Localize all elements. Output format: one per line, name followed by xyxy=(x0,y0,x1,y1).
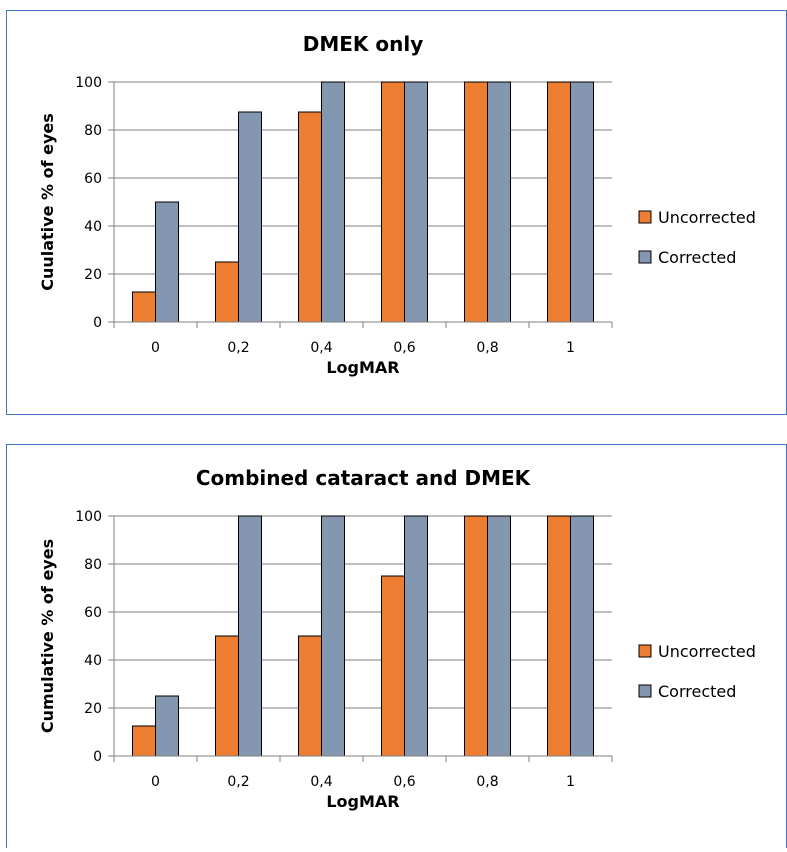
bar-corrected-5 xyxy=(570,81,594,323)
x-tick-label: 0,8 xyxy=(476,774,498,790)
x-tick-label: 0,4 xyxy=(310,340,332,356)
bar-uncorrected-3 xyxy=(381,575,405,757)
y-axis-title: Cuulative % of eyes xyxy=(38,113,57,291)
bar-corrected-2 xyxy=(321,81,345,323)
y-tick-label: 80 xyxy=(84,123,102,139)
bar-uncorrected-0 xyxy=(132,725,156,757)
bar-corrected-0 xyxy=(155,695,179,757)
x-tick-label: 0,2 xyxy=(227,774,249,790)
y-axis-title: Cumulative % of eyes xyxy=(38,539,57,733)
x-tick-label: 0,2 xyxy=(227,340,249,356)
x-tick-label: 0 xyxy=(151,774,160,790)
legend-swatch-uncorrected xyxy=(638,644,652,658)
legend-swatch-corrected xyxy=(638,250,652,264)
x-tick-label: 0 xyxy=(151,340,160,356)
bar-uncorrected-5 xyxy=(547,515,571,757)
x-axis-title: LogMAR xyxy=(326,358,399,377)
y-tick-label: 40 xyxy=(84,653,102,669)
chart-dmek-only: DMEK only 0 20 40 60 80 100 0 0,2 0,4 0,6 0,8 1 LogMA… xyxy=(38,32,756,377)
bar-uncorrected-2 xyxy=(298,111,322,323)
bar-uncorrected-0 xyxy=(132,291,156,323)
x-tick-label: 0,4 xyxy=(310,774,332,790)
bar-corrected-2 xyxy=(321,515,345,757)
legend-label-corrected: Corrected xyxy=(658,682,736,701)
bar-corrected-3 xyxy=(404,81,428,323)
legend-swatch-uncorrected xyxy=(638,210,652,224)
y-tick-label: 0 xyxy=(93,315,102,331)
legend-label-uncorrected: Uncorrected xyxy=(658,208,756,227)
y-tick-label: 60 xyxy=(84,605,102,621)
bar-corrected-1 xyxy=(238,111,262,323)
x-tick-label: 0,6 xyxy=(393,774,415,790)
bar-uncorrected-4 xyxy=(464,515,488,757)
y-tick-label: 100 xyxy=(75,509,102,525)
legend-swatch-corrected xyxy=(638,684,652,698)
bar-corrected-5 xyxy=(570,515,594,757)
bar-corrected-4 xyxy=(487,515,511,757)
chart-combined-cataract-dmek: Combined cataract and DMEK 0 20 40 60 80 100 0 0… xyxy=(38,466,756,811)
legend-label-uncorrected: Uncorrected xyxy=(658,642,756,661)
chart-panel-dmek-only: DMEK only 0 20 40 60 80 100 0 0,2 0,4 0,6 0,8 1 LogMA… xyxy=(6,10,787,415)
bar-corrected-1 xyxy=(238,515,262,757)
y-tick-label: 0 xyxy=(93,749,102,765)
bar-uncorrected-5 xyxy=(547,81,571,323)
x-tick-label: 0,8 xyxy=(476,340,498,356)
y-tick-label: 20 xyxy=(84,701,102,717)
bar-uncorrected-2 xyxy=(298,635,322,757)
y-tick-label: 20 xyxy=(84,267,102,283)
x-tick-label: 0,6 xyxy=(393,340,415,356)
bar-uncorrected-3 xyxy=(381,81,405,323)
y-tick-label: 100 xyxy=(75,75,102,91)
chart-title: DMEK only xyxy=(303,32,424,56)
y-tick-label: 60 xyxy=(84,171,102,187)
chart-title: Combined cataract and DMEK xyxy=(196,466,532,490)
y-tick-label: 40 xyxy=(84,219,102,235)
x-axis-title: LogMAR xyxy=(326,792,399,811)
y-tick-label: 80 xyxy=(84,557,102,573)
chart-panel-combined: Combined cataract and DMEK 0 20 40 60 80 100 0 0… xyxy=(6,444,787,848)
bar-corrected-4 xyxy=(487,81,511,323)
bar-uncorrected-4 xyxy=(464,81,488,323)
bar-corrected-3 xyxy=(404,515,428,757)
bar-uncorrected-1 xyxy=(215,261,239,323)
x-tick-label: 1 xyxy=(566,340,575,356)
legend-label-corrected: Corrected xyxy=(658,248,736,267)
bar-corrected-0 xyxy=(155,201,179,323)
bar-uncorrected-1 xyxy=(215,635,239,757)
x-tick-label: 1 xyxy=(566,774,575,790)
